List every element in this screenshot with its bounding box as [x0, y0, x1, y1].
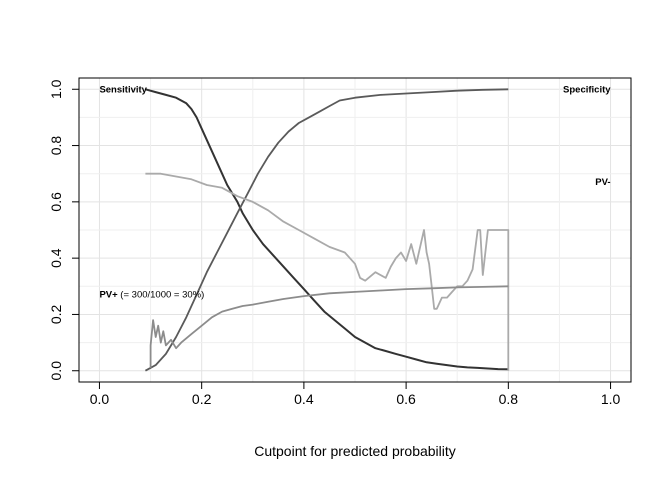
- annotation-label: PV+ (= 300/1000 = 30%): [99, 290, 204, 301]
- annotations: Sensitivity Specificity PV- PV+ (= 300/1000…: [99, 84, 611, 300]
- x-tick-label: 1.0: [601, 391, 621, 407]
- x-tick-label: 0.6: [396, 391, 416, 407]
- x-tick-label: 0.2: [192, 391, 212, 407]
- axes: 0.0 0.2 0.4 0.6 0.8 1.0 0.0 0.2 0.4 0.6 0.8 1.0: [48, 79, 620, 407]
- series-layer: [144, 88, 510, 372]
- series-line-specificity: [144, 88, 509, 372]
- grid: [79, 78, 631, 382]
- x-tick-label: 0.8: [499, 391, 519, 407]
- annotation-label: Specificity: [563, 84, 611, 95]
- x-tick-label: 0.0: [90, 391, 110, 407]
- y-tick-label: 0.6: [48, 192, 64, 212]
- x-tick-label: 0.4: [294, 391, 314, 407]
- series-line-pv-minus: [145, 172, 510, 371]
- annotation-label: Sensitivity: [99, 84, 147, 95]
- y-tick-label: 0.4: [48, 248, 64, 268]
- y-tick-label: 0.0: [48, 361, 64, 381]
- y-tick-label: 0.2: [48, 305, 64, 325]
- x-axis-label: Cutpoint for predicted probability: [254, 443, 456, 459]
- y-tick-label: 0.8: [48, 136, 64, 156]
- annotation-label: PV-: [595, 177, 610, 188]
- series-line-sensitivity: [145, 88, 509, 371]
- y-tick-label: 1.0: [48, 79, 64, 99]
- series-line-pv-plus: [149, 285, 509, 368]
